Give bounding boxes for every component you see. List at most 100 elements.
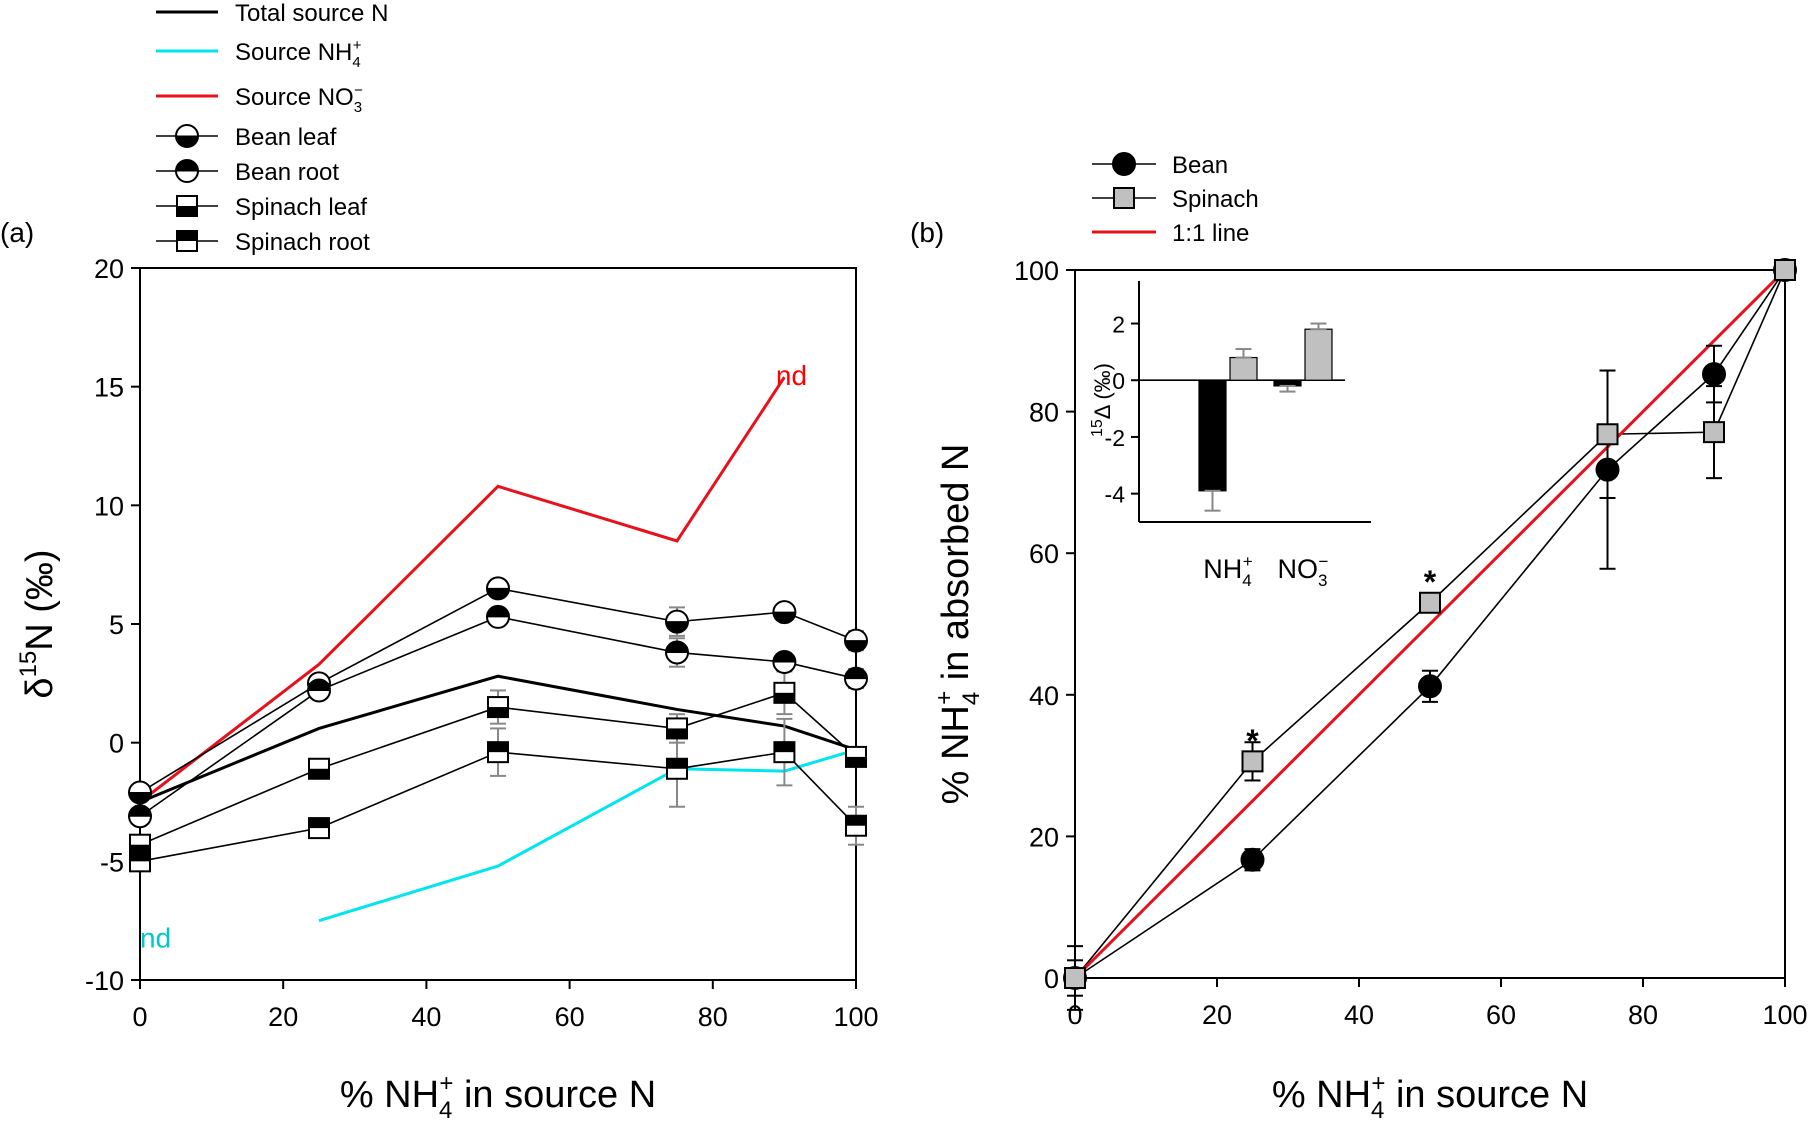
a-y-tick-label: -10 (85, 966, 124, 996)
a-bean-leaf-point-fill (844, 640, 868, 653)
b-x-tick-label: 80 (1628, 1000, 1658, 1030)
inset-bar-spinach (1229, 356, 1258, 381)
a-legend-label: Total source N (235, 0, 388, 27)
b-bean-point (1240, 847, 1265, 872)
a-bean-root-point (844, 666, 868, 691)
a-series-line-source-no3- (139, 376, 786, 804)
a-legend-label: Bean leaf (235, 124, 337, 151)
inset-error-bar (1235, 348, 1252, 359)
a-x-tick-label: 60 (555, 1002, 585, 1032)
a-spinach-root-point-fill (774, 742, 795, 753)
a-y-tick-label: 15 (94, 373, 124, 403)
a-bean-leaf-point (844, 628, 868, 653)
b-y-tick-label: 80 (1029, 398, 1059, 428)
b-spinach-line (1074, 269, 1786, 979)
b-spinach-point (1703, 421, 1725, 444)
a-y-tick-label: 0 (109, 729, 124, 759)
a-bean-root-point-fill (844, 667, 868, 680)
a-spinach-root-point-fill (488, 742, 508, 753)
inset-error-bar (1204, 489, 1221, 512)
b-legend-label: Spinach (1172, 186, 1259, 213)
b-legend-label: 1:1 line (1172, 220, 1249, 247)
a-bean-root-point (665, 640, 689, 665)
b-spinach-point (1241, 750, 1264, 773)
a-legend-marker (175, 159, 199, 183)
a-spinach-root-point (666, 757, 688, 780)
a-y-tick-label: -5 (100, 847, 124, 877)
a-spinach-leaf-point (666, 717, 688, 740)
inset-category-label: NO3− (1278, 552, 1329, 590)
b-x-axis-title: % NH4+ in source N (1272, 1070, 1588, 1124)
a-spinach-leaf-point-fill (130, 844, 150, 855)
b-y-tick-label: 40 (1029, 681, 1059, 711)
b-spinach-point (1774, 259, 1796, 281)
b-y-tick-label: 100 (1014, 256, 1059, 286)
a-legend-marker (175, 124, 199, 148)
inset-y-tick-label: 2 (1112, 312, 1125, 338)
a-spinach-root-point (845, 814, 867, 837)
b-spinach-point (1419, 591, 1441, 614)
a-spinach-leaf-point (308, 757, 330, 780)
b-bean-line (1074, 269, 1786, 979)
a-series-line-source-nh4- (318, 748, 857, 923)
a-spinach-root-point-fill (130, 851, 150, 862)
b-significance-star: * (1246, 723, 1259, 759)
a-bean-leaf-point-fill (128, 792, 152, 804)
inset-bar-spinach (1304, 328, 1333, 381)
a-bean-root-point-fill (307, 679, 331, 691)
a-bean-root-point-fill (772, 650, 796, 663)
b-x-tick-label: 20 (1202, 1000, 1232, 1030)
a-spinach-leaf-point-fill (488, 707, 508, 718)
a-bean-root-point-fill (665, 641, 689, 653)
a-bean-root-point (486, 604, 510, 629)
a-spinach-root-point (773, 741, 796, 764)
b-legend-marker (1113, 187, 1135, 209)
a-series-line-total-source-n (139, 674, 857, 804)
b-y-tick-label: 60 (1029, 539, 1059, 569)
inset-bar-bean (1198, 379, 1227, 492)
inset-error-bar (1279, 384, 1296, 393)
a-bean-leaf-point (665, 609, 689, 634)
a-legend-marker-fill (177, 231, 197, 241)
a-bean-root-line (139, 616, 857, 817)
a-y-tick-label: 5 (109, 610, 124, 640)
a-x-tick-label: 0 (132, 1002, 147, 1032)
a-spinach-root-point (129, 850, 151, 873)
a-bean-leaf-point-fill (486, 587, 510, 600)
a-bean-leaf-point (128, 780, 152, 805)
a-bean-root-point (772, 649, 797, 674)
a-spinach-root-point-fill (846, 815, 866, 826)
b-bean-point (1595, 457, 1620, 482)
a-bean-root-point (307, 678, 331, 703)
b-y-axis-title: % NH4+ in absorbed N (931, 444, 985, 805)
inset-y-tick-label: -2 (1105, 425, 1125, 451)
a-spinach-leaf-point (773, 681, 796, 704)
inset-y-tick-label: 0 (1112, 368, 1125, 394)
a-legend-marker-fill (175, 135, 199, 148)
a-bean-leaf-line (139, 587, 857, 794)
inset-category-label: NH4+ (1203, 552, 1252, 590)
a-legend: Total source N Source NH4+ Source NO3− Bean… (156, 0, 388, 256)
a-legend-label: Source NO3− (235, 82, 363, 116)
a-spinach-leaf-point (845, 745, 867, 768)
b-legend: Bean Spinach 1:1 line (1092, 152, 1259, 247)
b-bean-point (1418, 674, 1442, 699)
a-legend-label: Spinach leaf (235, 194, 367, 221)
a-nd-annotation: nd (776, 360, 807, 391)
a-x-tick-label: 80 (698, 1002, 728, 1032)
a-spinach-leaf-point-fill (309, 768, 329, 779)
a-legend-marker (176, 195, 198, 217)
b-spinach-point (1064, 967, 1086, 989)
a-bean-root-point-fill (128, 804, 152, 817)
a-legend-label: Bean root (235, 159, 339, 186)
a-spinach-leaf-line (139, 691, 857, 846)
a-spinach-leaf-point (487, 696, 509, 719)
a-spinach-root-point-fill (667, 758, 687, 769)
a-spinach-leaf-point-fill (667, 728, 687, 739)
a-spinach-root-point (308, 817, 330, 840)
b-legend-label: Bean (1172, 152, 1228, 179)
inset-y-tick-label: -4 (1105, 482, 1126, 508)
a-legend-marker (176, 230, 198, 252)
a-bean-root-point-fill (486, 605, 510, 618)
